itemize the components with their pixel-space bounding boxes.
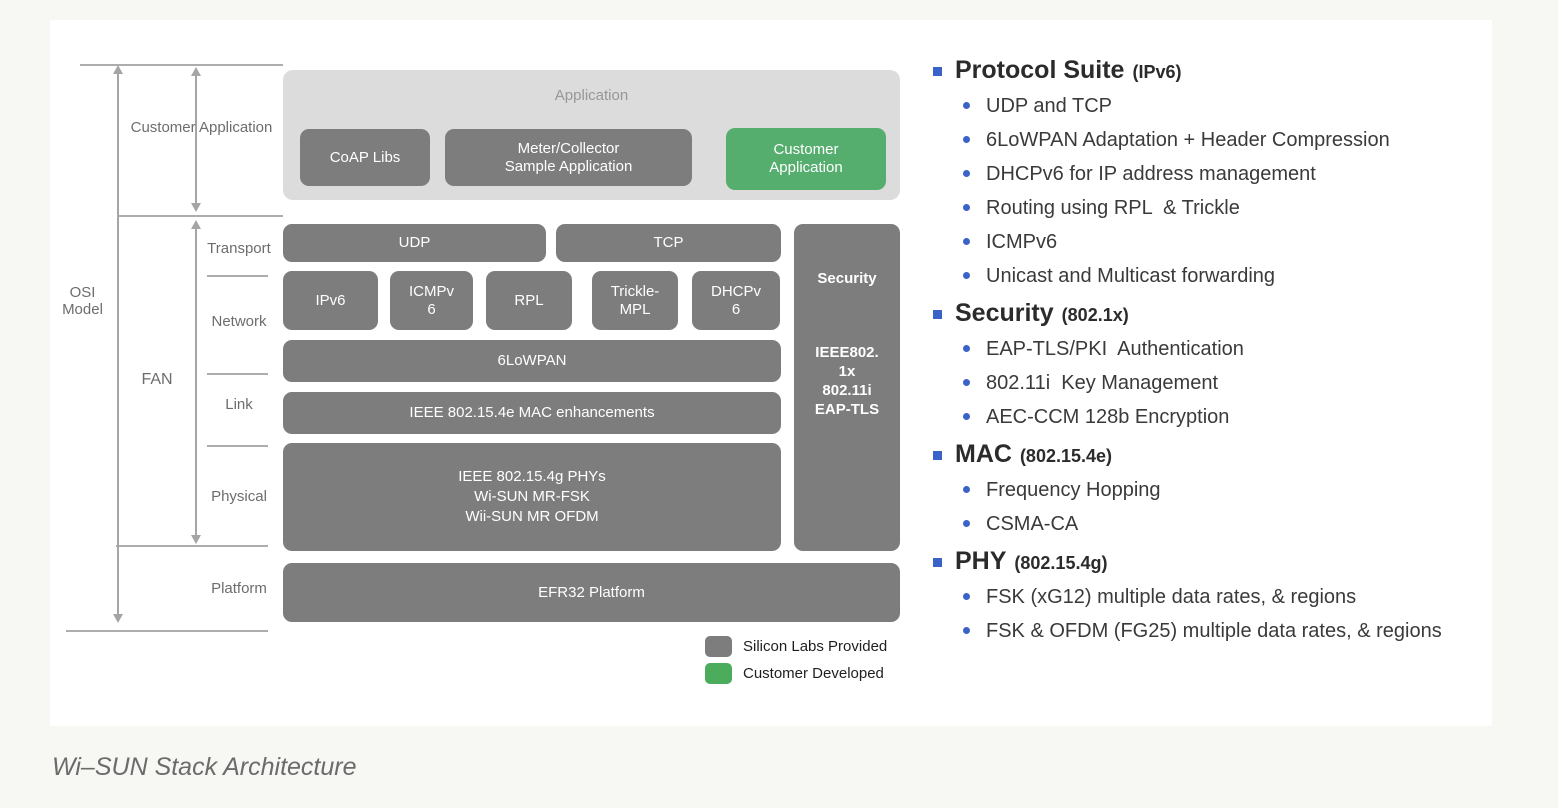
arrow-up-icon bbox=[191, 67, 201, 76]
dot-bullet-icon bbox=[963, 102, 970, 109]
divider-network-link bbox=[207, 373, 268, 375]
ipv6-box: IPv6 bbox=[283, 271, 378, 330]
notes-panel: Protocol Suite (IPv6) UDP and TCP 6LoWPA… bbox=[933, 55, 1501, 653]
layer-label-transport: Transport bbox=[207, 240, 271, 257]
divider-link-physical bbox=[207, 445, 268, 447]
dot-bullet-icon bbox=[963, 593, 970, 600]
list-item: Routing using RPL & Trickle bbox=[963, 196, 1501, 220]
mac-enhancements-box: IEEE 802.15.4e MAC enhancements bbox=[283, 392, 781, 434]
rpl-box: RPL bbox=[486, 271, 572, 330]
list-item: Unicast and Multicast forwarding bbox=[963, 264, 1501, 288]
layer-label-link: Link bbox=[225, 396, 253, 413]
divider-transport-network bbox=[207, 275, 268, 277]
security-box: Security IEEE802. 1x 802.11i EAP-TLS bbox=[794, 224, 900, 551]
rail-line-bottom bbox=[66, 630, 268, 632]
trickle-mpl-box: Trickle- MPL bbox=[592, 271, 678, 330]
layer-label-platform: Platform bbox=[211, 580, 267, 597]
legend-row-silicon-labs: Silicon Labs Provided bbox=[705, 636, 887, 657]
list-item: UDP and TCP bbox=[963, 94, 1501, 118]
tcp-box: TCP bbox=[556, 224, 781, 262]
square-bullet-icon bbox=[933, 309, 942, 319]
security-box-title: Security bbox=[817, 270, 877, 287]
section-header-security: Security (802.1x) bbox=[933, 298, 1501, 328]
list-item: FSK & OFDM (FG25) multiple data rates, &… bbox=[963, 619, 1501, 643]
dot-bullet-icon bbox=[963, 238, 970, 245]
arrow-down-icon bbox=[191, 535, 201, 544]
square-bullet-icon bbox=[933, 66, 942, 76]
rail-line-app-bottom bbox=[118, 215, 283, 217]
list-item: AEC-CCM 128b Encryption bbox=[963, 405, 1501, 429]
application-group-label: Application bbox=[554, 87, 629, 104]
list-item: ICMPv6 bbox=[963, 230, 1501, 254]
square-bullet-icon bbox=[933, 450, 942, 460]
fan-label: FAN bbox=[141, 371, 173, 388]
rail-line-top bbox=[80, 64, 283, 66]
section-qualifier: (802.1x) bbox=[1061, 305, 1129, 325]
sixlowpan-box: 6LoWPAN bbox=[283, 340, 781, 382]
meter-collector-box: Meter/Collector Sample Application bbox=[445, 129, 692, 186]
arrow-down-icon bbox=[113, 614, 123, 623]
arrow-up-icon bbox=[191, 220, 201, 229]
legend-label-provided: Silicon Labs Provided bbox=[743, 638, 888, 655]
layer-label-network: Network bbox=[211, 313, 267, 330]
arrow-up-icon bbox=[113, 65, 123, 74]
udp-box: UDP bbox=[283, 224, 546, 262]
dot-bullet-icon bbox=[963, 379, 970, 386]
dot-bullet-icon bbox=[963, 345, 970, 352]
section-header-phy: PHY (802.15.4g) bbox=[933, 546, 1501, 576]
legend-label-developed: Customer Developed bbox=[743, 665, 884, 682]
legend-row-customer: Customer Developed bbox=[705, 663, 884, 684]
rail-line-fan-bottom bbox=[116, 545, 268, 547]
dot-bullet-icon bbox=[963, 204, 970, 211]
dot-bullet-icon bbox=[963, 170, 970, 177]
osi-model-label: OSI Model bbox=[62, 284, 103, 318]
dot-bullet-icon bbox=[963, 520, 970, 527]
square-bullet-icon bbox=[933, 557, 942, 567]
layer-label-physical: Physical bbox=[211, 488, 267, 505]
section-title: PHY bbox=[955, 547, 1007, 575]
osi-span-arrow bbox=[113, 65, 123, 623]
figure-caption: Wi–SUN Stack Architecture bbox=[52, 753, 357, 781]
dot-bullet-icon bbox=[963, 413, 970, 420]
section-title: MAC bbox=[955, 440, 1012, 468]
coap-libs-box: CoAP Libs bbox=[300, 129, 430, 186]
arrow-down-icon bbox=[191, 203, 201, 212]
dot-bullet-icon bbox=[963, 136, 970, 143]
list-item: EAP-TLS/PKI Authentication bbox=[963, 337, 1501, 361]
dot-bullet-icon bbox=[963, 486, 970, 493]
customer-application-span-arrow bbox=[191, 67, 201, 212]
icmpv6-box: ICMPv 6 bbox=[390, 271, 473, 330]
section-qualifier: (802.15.4g) bbox=[1014, 553, 1108, 573]
phy-box: IEEE 802.15.4g PHYs Wi-SUN MR-FSK Wii-SU… bbox=[283, 443, 781, 551]
legend-swatch-gray bbox=[705, 636, 732, 657]
list-item: Frequency Hopping bbox=[963, 478, 1501, 502]
efr32-platform-box: EFR32 Platform bbox=[283, 563, 900, 622]
legend-swatch-green bbox=[705, 663, 732, 684]
dhcpv6-box: DHCPv 6 bbox=[692, 271, 780, 330]
list-item: 802.11i Key Management bbox=[963, 371, 1501, 395]
security-box-body: IEEE802. 1x 802.11i EAP-TLS bbox=[814, 344, 880, 418]
section-title: Protocol Suite bbox=[955, 56, 1125, 84]
list-item: 6LoWPAN Adaptation + Header Compression bbox=[963, 128, 1501, 152]
list-item: DHCPv6 for IP address management bbox=[963, 162, 1501, 186]
section-qualifier: (IPv6) bbox=[1132, 62, 1182, 82]
customer-application-box: Customer Application bbox=[726, 128, 886, 190]
fan-span-arrow bbox=[191, 220, 201, 544]
dot-bullet-icon bbox=[963, 272, 970, 279]
list-item: CSMA-CA bbox=[963, 512, 1501, 536]
section-header-protocol-suite: Protocol Suite (IPv6) bbox=[933, 55, 1501, 85]
list-item: FSK (xG12) multiple data rates, & region… bbox=[963, 585, 1501, 609]
section-title: Security bbox=[955, 299, 1054, 327]
section-header-mac: MAC (802.15.4e) bbox=[933, 439, 1501, 469]
section-qualifier: (802.15.4e) bbox=[1019, 446, 1113, 466]
customer-application-label: Customer Application bbox=[130, 119, 273, 136]
dot-bullet-icon bbox=[963, 627, 970, 634]
